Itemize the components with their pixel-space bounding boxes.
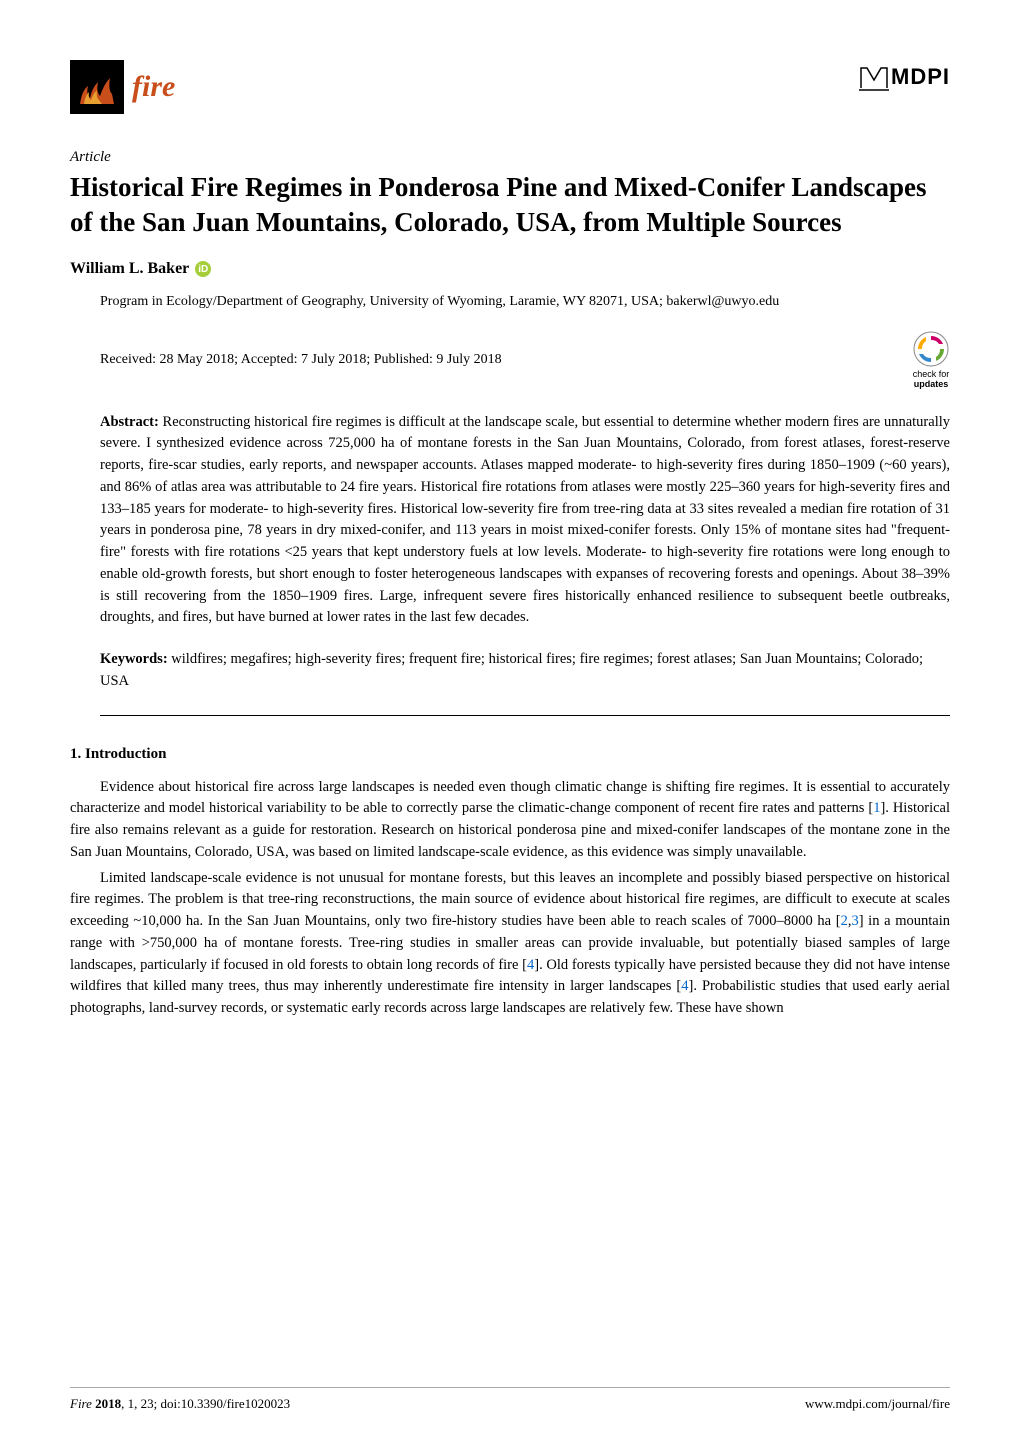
footer-year: 2018 [95,1396,121,1411]
author-name: William L. Baker [70,260,189,278]
body-paragraph: Limited landscape-scale evidence is not … [70,868,950,1020]
body-paragraphs: Evidence about historical fire across la… [70,777,950,1020]
fire-logo-icon [70,60,124,114]
keywords-block: Keywords: wildfires; megafires; high-sev… [100,649,950,716]
citation-link[interactable]: 2 [841,913,848,929]
section-heading: 1. Introduction [70,746,950,763]
author-line: William L. Baker iD [70,260,950,278]
orcid-icon[interactable]: iD [195,261,211,277]
keywords-label: Keywords: [100,651,168,667]
citation-link[interactable]: 1 [873,800,880,816]
abstract-text: Reconstructing historical fire regimes i… [100,414,950,626]
footer-volume: , 1, 23; doi:10.3390/fire1020023 [121,1396,290,1411]
header-row: fire MDPI [70,60,950,114]
abstract-label: Abstract: [100,414,159,430]
footer-row: Fire 2018, 1, 23; doi:10.3390/fire102002… [70,1387,950,1412]
citation-link[interactable]: 4 [527,957,534,973]
journal-name-text: fire [132,70,175,104]
footer-journal: Fire [70,1396,92,1411]
article-type: Article [70,149,950,166]
check-updates-icon [912,330,950,368]
affiliation: Program in Ecology/Department of Geograp… [100,292,950,312]
publisher-logo: MDPI [857,60,950,94]
citation-link[interactable]: 4 [681,978,688,994]
check-updates-label: check forupdates [913,370,950,390]
publisher-name-text: MDPI [891,64,950,90]
mdpi-icon [857,60,891,94]
dates-row: Received: 28 May 2018; Accepted: 7 July … [100,330,950,390]
keywords-text: wildfires; megafires; high-severity fire… [100,651,923,689]
check-for-updates-button[interactable]: check forupdates [912,330,950,390]
body-paragraph: Evidence about historical fire across la… [70,777,950,864]
journal-logo: fire [70,60,175,114]
abstract-block: Abstract: Reconstructing historical fire… [100,412,950,630]
article-title: Historical Fire Regimes in Ponderosa Pin… [70,170,950,240]
footer-citation: Fire 2018, 1, 23; doi:10.3390/fire102002… [70,1396,290,1412]
footer-url[interactable]: www.mdpi.com/journal/fire [805,1396,950,1412]
citation-link[interactable]: 3 [851,913,858,929]
publication-dates: Received: 28 May 2018; Accepted: 7 July … [100,352,502,368]
